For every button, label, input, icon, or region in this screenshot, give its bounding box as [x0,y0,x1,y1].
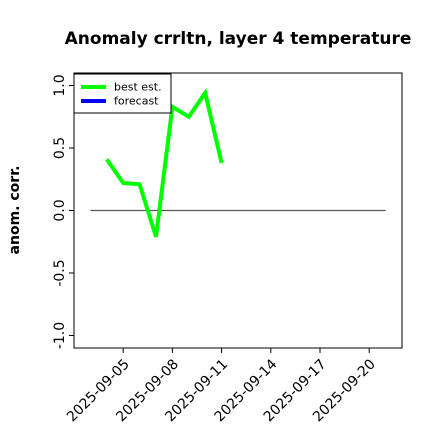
y-tick-label: 1.0 [52,74,68,96]
legend-label: best est. [114,81,162,94]
chart-title: Anomaly crrltn, layer 4 temperature [65,29,412,49]
legend-label: forecast [114,95,159,108]
y-tick-label: -0.5 [52,259,68,286]
plot-frame [73,72,403,349]
legend-box [73,73,172,114]
plot-area: -1.0-0.50.00.51.02025-09-052025-09-08202… [52,74,386,425]
y-tick-label: 0.0 [52,199,68,221]
y-tick-label: -1.0 [52,322,68,349]
y-tick-label: 0.5 [52,137,68,159]
series-line-best-est- [105,88,224,238]
legend: best est.forecast [73,73,172,114]
y-axis-label: anom. corr. [7,166,23,255]
